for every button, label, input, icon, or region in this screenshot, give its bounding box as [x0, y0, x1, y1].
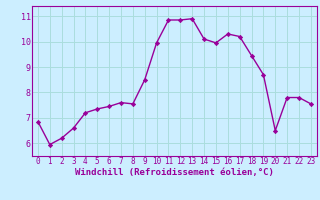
X-axis label: Windchill (Refroidissement éolien,°C): Windchill (Refroidissement éolien,°C) — [75, 168, 274, 177]
